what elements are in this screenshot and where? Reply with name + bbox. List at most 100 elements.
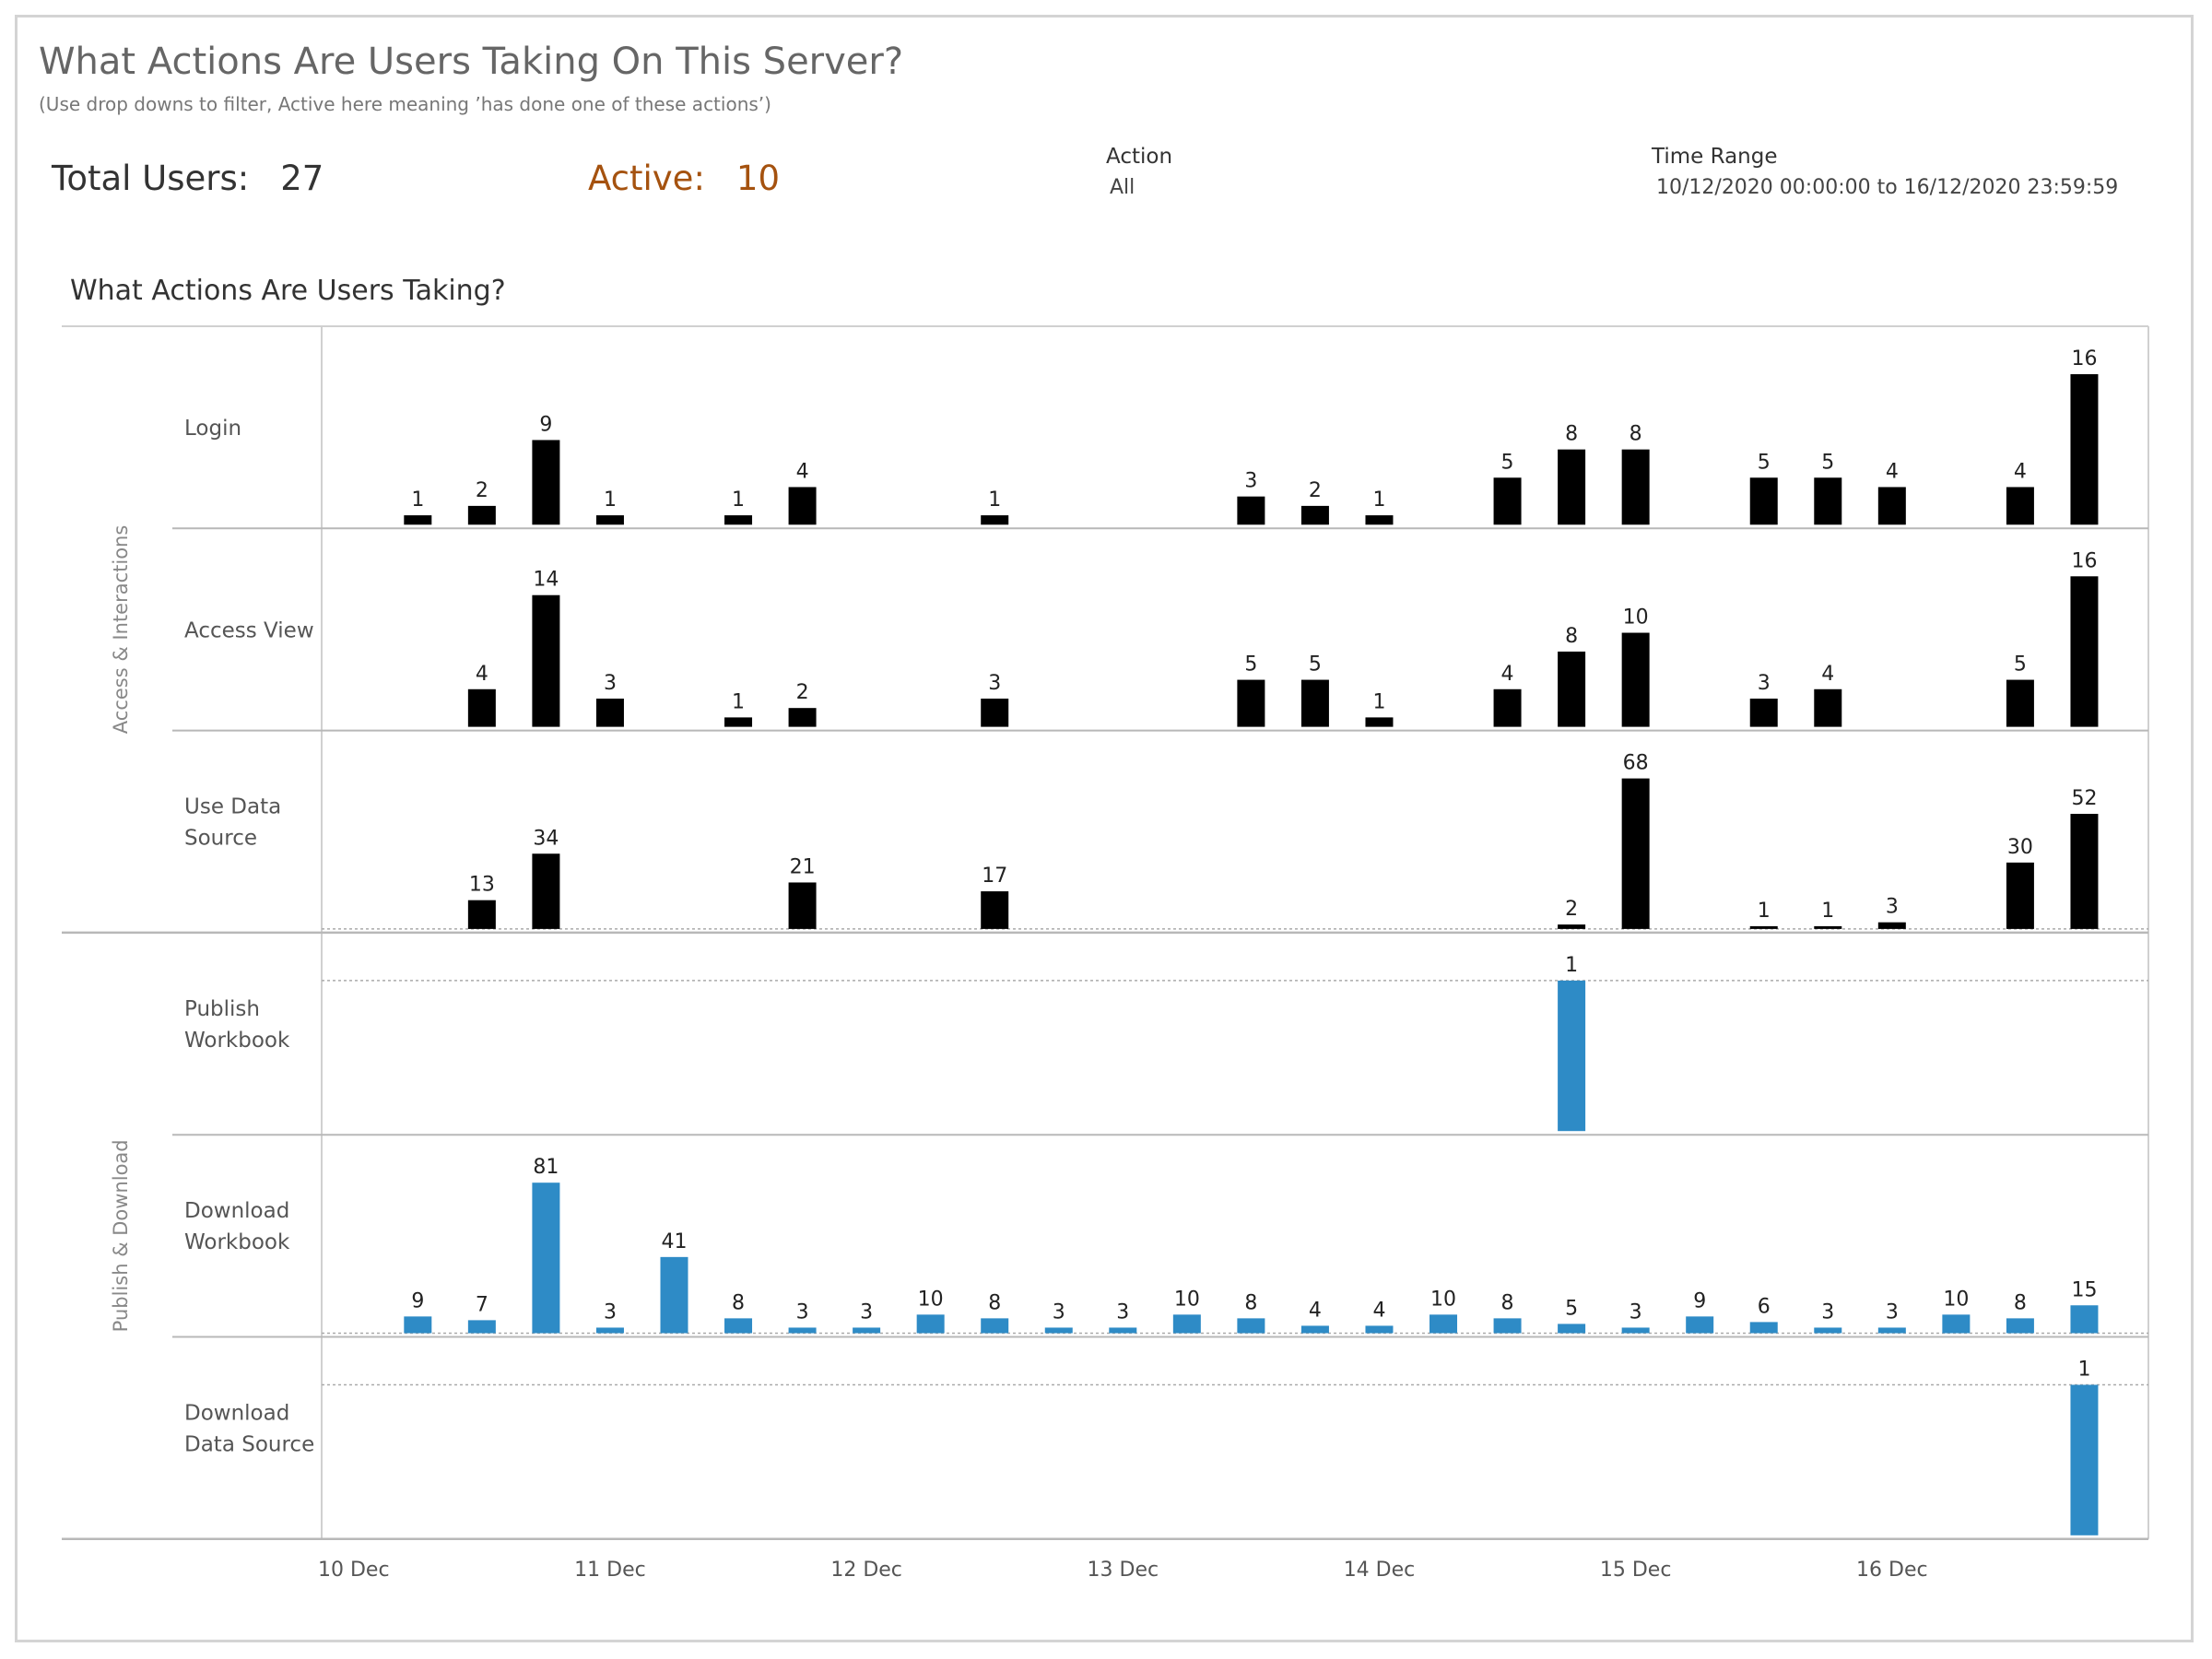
data-label: 8	[732, 1291, 745, 1314]
data-label: 10	[1623, 606, 1649, 629]
group-label: Access & Interactions	[110, 525, 132, 735]
x-tick-label: 13 Dec	[1088, 1559, 1159, 1582]
bar	[1300, 505, 1329, 525]
data-label: 52	[2071, 787, 2097, 810]
time-range-filter-dropdown[interactable]: 10/12/2020 00:00:00 to 16/12/2020 23:59:…	[1656, 176, 2119, 199]
bar	[595, 698, 624, 727]
active-users-kpi: Active: 10	[588, 159, 780, 198]
data-label: 15	[2071, 1278, 2097, 1301]
data-label: 3	[1116, 1300, 1129, 1324]
data-label: 10	[1430, 1288, 1456, 1311]
bar	[1877, 1327, 1906, 1334]
data-label: 1	[1565, 954, 1578, 977]
data-label: 8	[1244, 1291, 1257, 1314]
data-label: 3	[1053, 1300, 1065, 1324]
bar	[981, 1318, 1009, 1334]
bar	[1237, 1318, 1265, 1334]
bar	[1749, 925, 1778, 929]
action-filter-dropdown[interactable]: All	[1110, 176, 1135, 199]
data-label: 5	[1309, 653, 1322, 677]
data-label: 9	[411, 1289, 424, 1312]
bar	[1749, 1322, 1778, 1334]
bar	[1877, 487, 1906, 525]
bar	[1814, 688, 1842, 727]
data-label: 3	[1821, 1300, 1834, 1324]
data-label: 3	[1758, 672, 1771, 695]
total-users-label: Total Users:	[52, 159, 250, 198]
page-subtitle: (Use drop downs to filter, Active here m…	[39, 93, 771, 115]
bar	[2070, 1384, 2099, 1535]
x-tick-label: 11 Dec	[574, 1559, 646, 1582]
data-label: 68	[1623, 752, 1649, 775]
bar	[1493, 477, 1522, 525]
bar	[2006, 862, 2034, 929]
data-label: 4	[1821, 663, 1834, 686]
data-label: 13	[469, 874, 495, 897]
data-label: 5	[2014, 653, 2027, 677]
bar	[1044, 1327, 1073, 1334]
data-label: 4	[1501, 663, 1514, 686]
row-label: Data Source	[184, 1433, 314, 1457]
bar	[1558, 924, 1586, 929]
active-users-value: 10	[735, 159, 781, 198]
data-label: 14	[533, 569, 559, 592]
bar	[2070, 1305, 2099, 1334]
data-label: 1	[732, 690, 745, 713]
bar	[1621, 449, 1650, 525]
bar	[1814, 477, 1842, 525]
x-tick-label: 12 Dec	[830, 1559, 902, 1582]
data-label: 8	[1565, 625, 1578, 648]
bar	[724, 515, 753, 525]
bar	[2006, 679, 2034, 727]
data-label: 3	[1886, 1300, 1899, 1324]
bar	[1300, 679, 1329, 727]
bar	[404, 1316, 432, 1334]
time-range-filter-label: Time Range	[1652, 145, 1778, 169]
data-label: 2	[1565, 898, 1578, 921]
bar	[1493, 1318, 1522, 1334]
bar	[1621, 1327, 1650, 1334]
group-label: Publish & Download	[110, 1139, 132, 1332]
data-label: 10	[1943, 1288, 1969, 1311]
bar	[1365, 717, 1394, 727]
data-label: 7	[476, 1293, 488, 1316]
data-label: 3	[860, 1300, 873, 1324]
bar	[853, 1327, 881, 1334]
bar	[1558, 1324, 1586, 1334]
bar	[532, 440, 560, 525]
bar	[1621, 632, 1650, 727]
data-label: 4	[1886, 460, 1899, 483]
page-title: What Actions Are Users Taking On This Se…	[39, 41, 904, 83]
bar	[1877, 922, 1906, 929]
data-label: 6	[1758, 1295, 1771, 1318]
bar	[724, 1318, 753, 1334]
data-label: 8	[2014, 1291, 2027, 1314]
row-label: Access View	[184, 618, 314, 642]
bar	[404, 515, 432, 525]
bar	[1814, 1327, 1842, 1334]
bar	[788, 1327, 817, 1334]
bar	[1558, 651, 1586, 727]
action-filter-label: Action	[1106, 145, 1173, 169]
data-label: 34	[533, 827, 559, 850]
data-label: 1	[732, 488, 745, 512]
bar	[788, 487, 817, 525]
data-label: 5	[1565, 1297, 1578, 1320]
data-label: 3	[1886, 896, 1899, 919]
data-label: 1	[988, 488, 1001, 512]
bar	[1749, 477, 1778, 525]
row-label: Workbook	[184, 1029, 290, 1053]
total-users-value: 27	[280, 159, 324, 198]
data-label: 1	[1758, 900, 1771, 923]
data-label: 30	[2007, 836, 2033, 859]
data-label: 3	[604, 1300, 617, 1324]
bar	[1621, 778, 1650, 929]
bar	[532, 853, 560, 929]
bar	[981, 698, 1009, 727]
bar	[2006, 487, 2034, 525]
total-users-kpi: Total Users: 27	[52, 159, 324, 198]
data-label: 5	[1758, 451, 1771, 474]
row-label: Download	[184, 1402, 289, 1426]
row-label: Use Data	[184, 795, 281, 819]
